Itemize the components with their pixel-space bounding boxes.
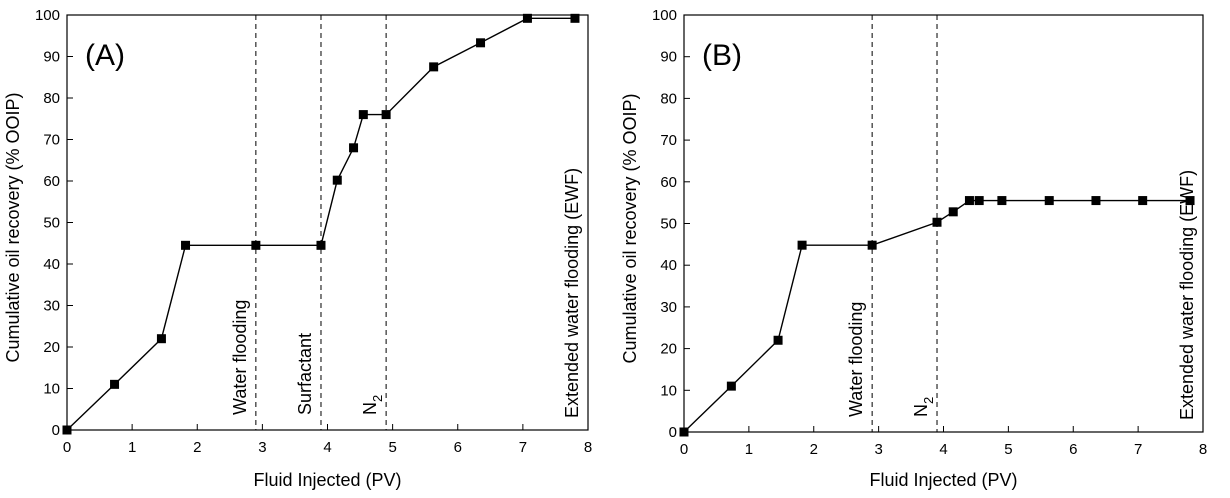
y-axis-label: Cumulative oil recovery (% OOIP) [3,92,23,362]
data-point-marker [570,13,580,23]
y-tick-label: 30 [660,299,677,316]
phase-label-text: Surfactant [295,333,315,415]
ewf-label: Extended water flooding (EWF) [1177,170,1197,420]
phase-label-subscript: 2 [370,395,385,402]
data-point-marker [316,240,326,250]
y-tick-label: 70 [660,132,677,149]
phase-label-text: N [360,402,380,415]
y-tick-label: 50 [660,216,677,233]
x-tick-label: 7 [1134,441,1142,458]
y-tick-label: 0 [669,424,677,441]
panel-label: (A) [85,39,125,72]
y-tick-label: 30 [43,298,60,315]
data-point-marker [332,175,342,185]
x-tick-label: 7 [519,439,527,456]
data-point-marker [181,240,191,250]
data-point-marker [964,196,974,206]
series-line [66,17,575,431]
data-point-marker [429,62,439,72]
data-point-marker [932,217,942,227]
panel-label: (B) [702,39,742,72]
y-tick-label: 60 [660,174,677,191]
y-tick-label: 70 [43,132,60,149]
phase-label: Water flooding [230,300,250,415]
x-tick-label: 0 [63,439,71,456]
y-tick-label: 20 [660,341,677,358]
phase-label: N2 [911,397,936,417]
series-line [683,199,1191,433]
data-point-marker [381,110,391,120]
data-point-marker [110,379,120,389]
x-tick-label: 8 [584,439,592,456]
y-tick-label: 40 [660,257,677,274]
data-point-marker [476,38,486,48]
plot-frame [683,14,1204,433]
phase-label-text: Water flooding [846,302,866,417]
data-point-marker [1185,196,1195,206]
data-point-marker [974,196,984,206]
data-point-marker [797,240,807,250]
y-tick-label: 80 [43,90,60,107]
ewf-label: Extended water flooding (EWF) [562,168,582,418]
data-point-marker [773,335,783,345]
x-tick-label: 4 [323,439,331,456]
phase-label-text: N [911,404,931,417]
data-point-marker [1091,196,1101,206]
x-axis-label: Fluid Injected (PV) [253,470,401,490]
x-tick-label: 5 [388,439,396,456]
data-point-marker [62,425,72,435]
x-tick-label: 6 [454,439,462,456]
data-point-marker [997,196,1007,206]
y-axis-label: Cumulative oil recovery (% OOIP) [620,93,640,363]
x-tick-label: 1 [745,441,753,458]
x-tick-label: 3 [258,439,266,456]
y-tick-label: 80 [660,90,677,107]
data-point-marker [156,334,166,344]
x-tick-label: 8 [1199,441,1207,458]
data-point-marker [349,143,359,153]
plot-frame [66,14,589,431]
y-tick-label: 40 [43,256,60,273]
phase-label: Surfactant [295,333,315,415]
x-tick-label: 2 [810,441,818,458]
x-axis-label: Fluid Injected (PV) [869,470,1017,490]
phase-label-subscript: 2 [921,397,936,404]
y-tick-label: 100 [652,7,677,24]
phase-label: Water flooding [846,302,866,417]
x-tick-label: 4 [939,441,947,458]
x-tick-label: 5 [1004,441,1012,458]
data-point-marker [948,207,958,217]
data-point-marker [1044,196,1054,206]
data-point-marker [867,240,877,250]
data-point-marker [251,240,261,250]
y-tick-label: 10 [660,382,677,399]
x-tick-label: 6 [1069,441,1077,458]
y-tick-label: 90 [43,49,60,66]
y-tick-label: 90 [660,49,677,66]
y-tick-label: 50 [43,215,60,232]
x-tick-label: 0 [680,441,688,458]
data-point-marker [522,13,532,23]
data-point-marker [679,427,689,437]
y-tick-label: 60 [43,173,60,190]
x-tick-label: 2 [193,439,201,456]
data-point-marker [358,110,368,120]
data-point-marker [726,381,736,391]
x-tick-label: 1 [128,439,136,456]
y-tick-label: 100 [35,7,60,24]
y-tick-label: 10 [43,381,60,398]
phase-label-text: Water flooding [230,300,250,415]
data-point-marker [1138,196,1148,206]
y-tick-label: 0 [52,422,60,439]
phase-label: N2 [360,395,385,415]
y-tick-label: 20 [43,339,60,356]
x-tick-label: 3 [874,441,882,458]
